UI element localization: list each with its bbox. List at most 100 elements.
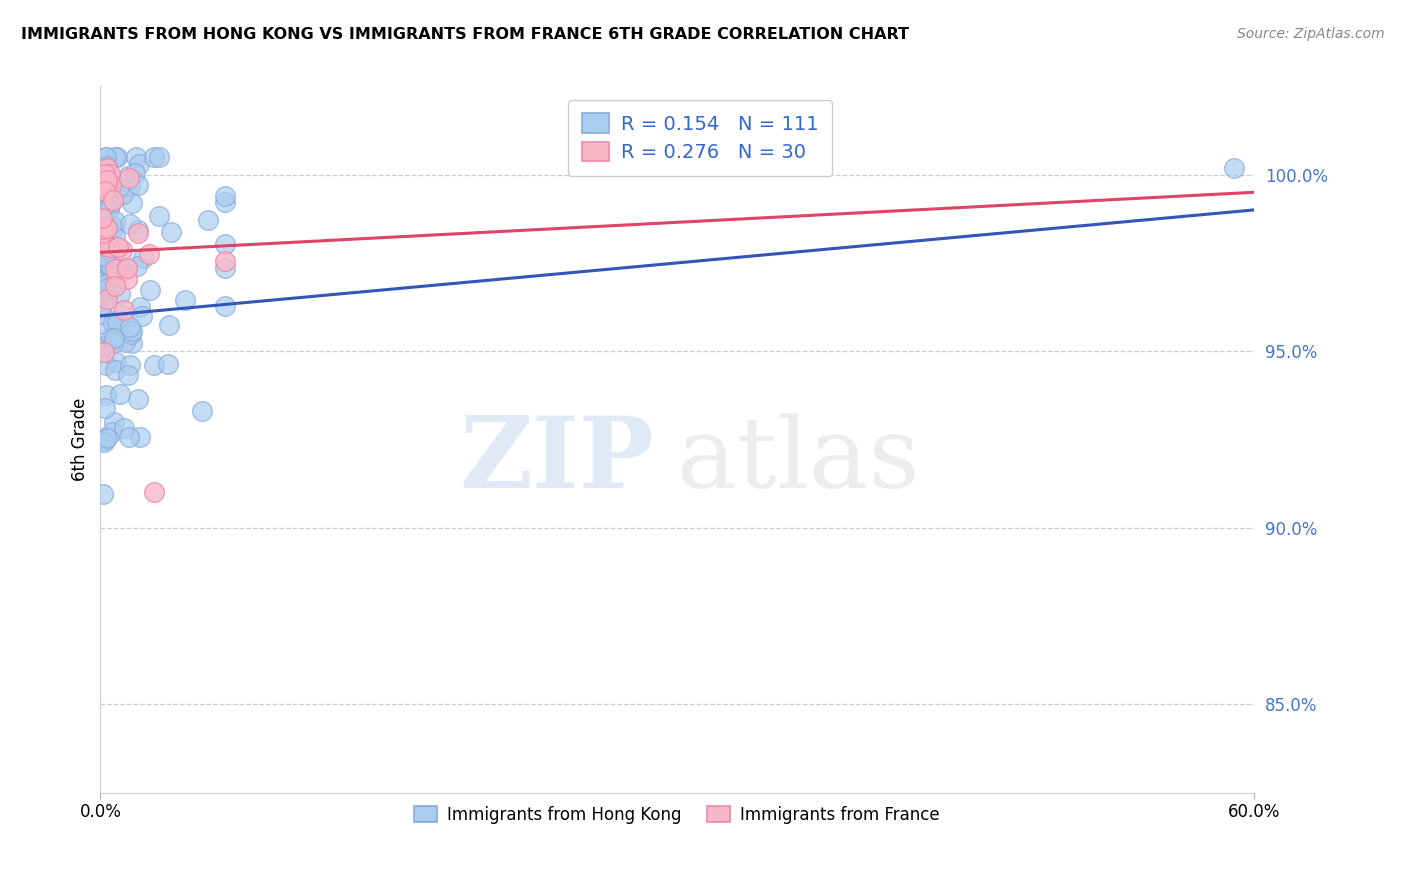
Point (98, 202, 121, 217)
Point (94, 150, 117, 164)
Point (97, 259, 120, 273)
Point (132, 252, 155, 266)
Point (96, 277, 118, 291)
Point (91, 252, 114, 266)
Point (112, 186, 135, 201)
Point (98, 198, 121, 212)
Point (157, 318, 180, 332)
Point (103, 220, 125, 235)
Point (115, 272, 138, 286)
Point (214, 299, 236, 313)
Point (117, 368, 139, 382)
Y-axis label: 6th Grade: 6th Grade (72, 398, 89, 481)
Point (93, 239, 115, 253)
Point (101, 425, 124, 440)
Point (105, 315, 128, 329)
Point (93, 249, 115, 263)
Point (91, 253, 114, 268)
Point (94, 340, 117, 354)
Point (148, 150, 170, 164)
Point (160, 225, 183, 239)
Point (98, 258, 121, 272)
Point (107, 313, 129, 327)
Point (97, 257, 120, 271)
Point (96, 288, 118, 302)
Point (214, 254, 236, 268)
Point (104, 363, 127, 377)
Point (214, 195, 236, 210)
Text: IMMIGRANTS FROM HONG KONG VS IMMIGRANTS FROM FRANCE 6TH GRADE CORRELATION CHART: IMMIGRANTS FROM HONG KONG VS IMMIGRANTS … (21, 27, 910, 42)
Point (103, 317, 125, 331)
Point (96, 178, 118, 193)
Point (118, 218, 141, 232)
Point (101, 336, 124, 351)
Point (115, 262, 138, 277)
Point (108, 180, 131, 194)
Point (93, 435, 115, 450)
Point (112, 302, 135, 317)
Point (93, 168, 115, 182)
Point (93, 248, 115, 262)
Point (93, 344, 115, 359)
Point (197, 213, 219, 227)
Point (101, 193, 124, 207)
Point (115, 261, 138, 276)
Point (91, 297, 114, 311)
Point (191, 404, 214, 418)
Point (94, 184, 117, 198)
Point (173, 293, 195, 307)
Point (91, 248, 114, 262)
Point (117, 171, 139, 186)
Legend: Immigrants from Hong Kong, Immigrants from France: Immigrants from Hong Kong, Immigrants fr… (404, 796, 950, 834)
Point (96, 161, 118, 175)
Point (131, 310, 153, 324)
Point (143, 485, 166, 500)
Point (142, 358, 165, 372)
Point (91, 242, 114, 256)
Point (91, 265, 114, 279)
Point (94, 387, 117, 401)
Point (96, 430, 118, 444)
Point (100, 178, 122, 193)
Point (98, 240, 121, 254)
Point (143, 150, 166, 164)
Point (103, 331, 125, 345)
Point (214, 261, 236, 276)
Point (96, 159, 118, 173)
Point (127, 178, 149, 192)
Point (103, 262, 125, 277)
Text: ZIP: ZIP (458, 412, 654, 509)
Point (128, 157, 150, 171)
Text: Source: ZipAtlas.com: Source: ZipAtlas.com (1237, 27, 1385, 41)
Point (125, 260, 148, 274)
Point (156, 357, 179, 371)
Point (94, 219, 117, 234)
Point (118, 430, 141, 444)
Point (94, 433, 117, 447)
Point (96, 221, 118, 235)
Point (91, 236, 114, 251)
Point (91, 227, 114, 241)
Point (105, 150, 128, 164)
Point (96, 173, 118, 187)
Point (104, 278, 127, 293)
Point (93, 252, 115, 267)
Text: atlas: atlas (676, 413, 920, 508)
Point (94, 358, 117, 372)
Point (94, 432, 117, 446)
Point (104, 230, 127, 244)
Point (94, 282, 117, 296)
Point (121, 324, 143, 338)
Point (96, 292, 118, 306)
Point (101, 248, 124, 262)
Point (96, 224, 118, 238)
Point (98, 252, 121, 267)
Point (214, 188, 236, 202)
Point (121, 335, 143, 350)
Point (118, 358, 141, 372)
Point (127, 226, 149, 240)
Point (111, 308, 134, 322)
Point (91, 211, 114, 225)
Point (139, 283, 162, 297)
Point (108, 386, 131, 401)
